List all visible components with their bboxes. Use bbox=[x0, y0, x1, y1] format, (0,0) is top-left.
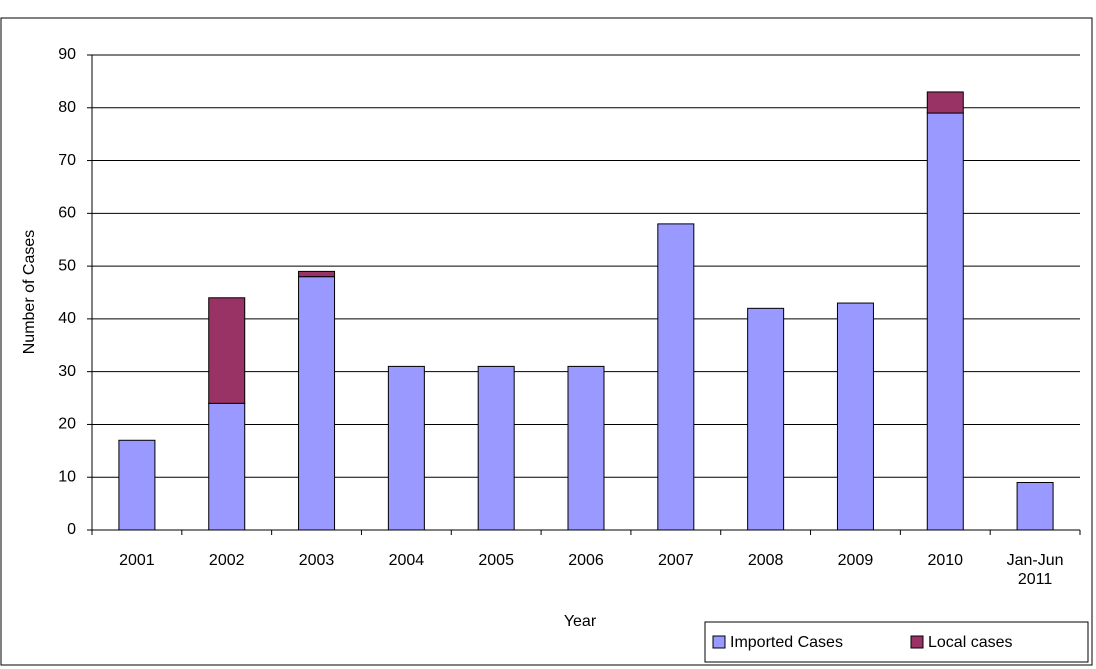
x-tick-label: 2001 bbox=[119, 552, 155, 569]
x-tick-label: 2009 bbox=[837, 552, 874, 569]
bar-segment bbox=[926, 112, 964, 531]
bar-segment bbox=[298, 270, 336, 278]
legend-label: Local cases bbox=[928, 634, 1013, 651]
x-axis-label: Year bbox=[564, 613, 597, 630]
y-tick-label: 10 bbox=[58, 468, 76, 485]
y-tick-label: 20 bbox=[58, 416, 76, 433]
x-tick-label: 2005 bbox=[478, 552, 514, 569]
x-tick-label: 2003 bbox=[298, 552, 335, 569]
x-tick-label: 2010 bbox=[927, 552, 964, 569]
y-axis-label: Number of Cases bbox=[21, 230, 38, 355]
x-tick-label: 2008 bbox=[747, 552, 784, 569]
x-tick-label: 2006 bbox=[568, 552, 604, 569]
bar-segment bbox=[298, 276, 336, 531]
x-tick-label: Jan-Jun 2011 bbox=[1006, 552, 1064, 588]
bar-segment bbox=[926, 91, 964, 114]
bar-segment bbox=[1016, 482, 1054, 531]
chart-border bbox=[0, 17, 1093, 666]
y-tick-label: 30 bbox=[58, 363, 76, 380]
legend-box bbox=[704, 621, 1089, 663]
bar-segment bbox=[208, 297, 246, 404]
bar-segment bbox=[747, 307, 785, 531]
bar-segment bbox=[387, 365, 425, 531]
bar-segment bbox=[477, 365, 515, 531]
legend-label: Imported Cases bbox=[730, 634, 843, 651]
y-tick-label: 40 bbox=[58, 310, 76, 327]
y-tick-label: 80 bbox=[58, 99, 76, 116]
y-tick-label: 90 bbox=[58, 46, 76, 63]
y-tick-label: 70 bbox=[58, 152, 76, 169]
y-tick-label: 0 bbox=[67, 521, 76, 538]
legend-swatch bbox=[910, 635, 924, 649]
y-tick-label: 50 bbox=[58, 257, 76, 274]
bar-segment bbox=[208, 402, 246, 531]
x-tick-label: 2002 bbox=[208, 552, 245, 569]
y-tick-label: 60 bbox=[58, 205, 76, 222]
legend-swatch bbox=[712, 635, 726, 649]
bar-segment bbox=[567, 365, 605, 531]
x-tick-label: 2004 bbox=[388, 552, 425, 569]
bar-segment bbox=[118, 439, 156, 531]
bar-segment bbox=[657, 223, 695, 531]
bar-segment bbox=[836, 302, 874, 531]
x-tick-label: 2007 bbox=[658, 552, 694, 569]
